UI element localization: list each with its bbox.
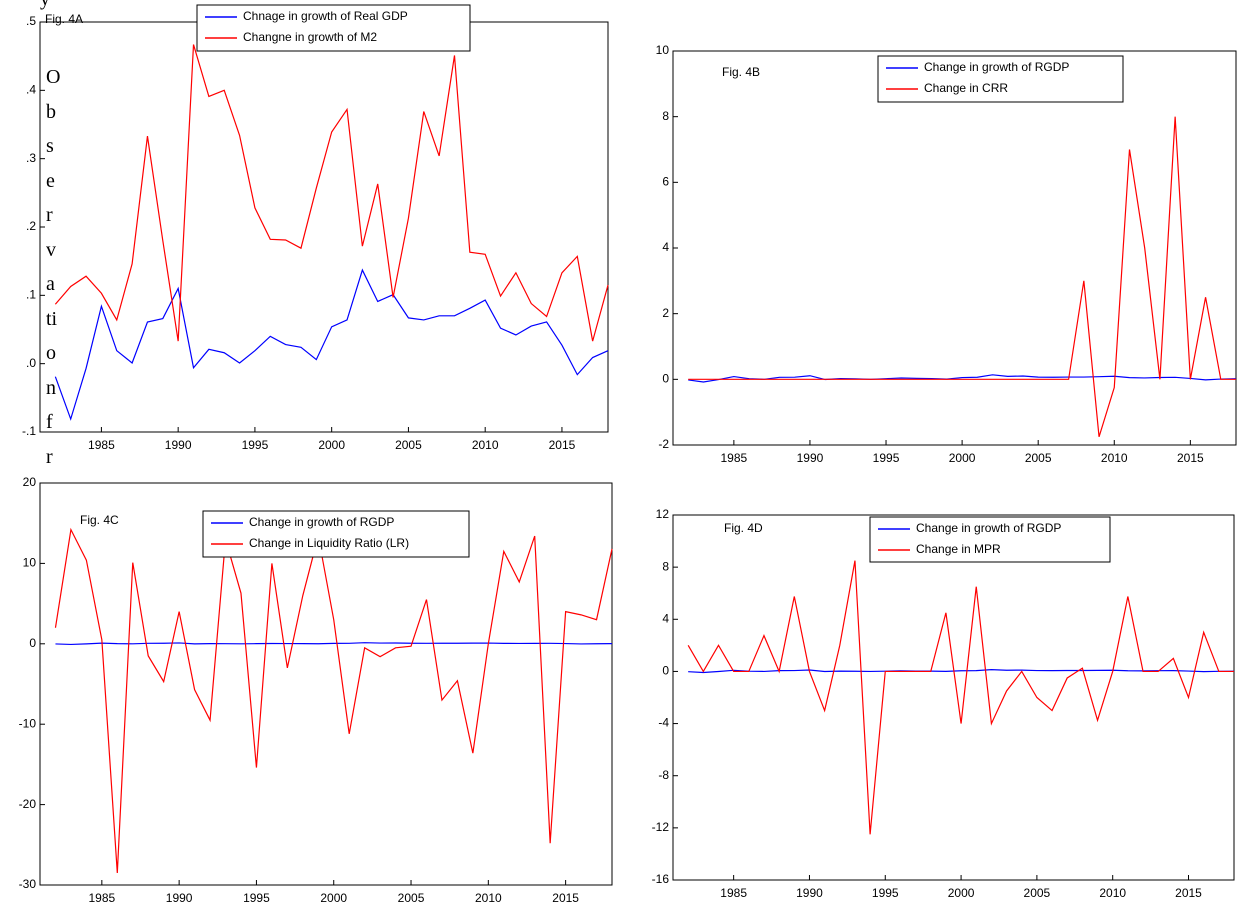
- x-tick-label: 2010: [1099, 886, 1126, 900]
- y-tick-label: -8: [658, 768, 669, 782]
- y-tick-label: -2: [658, 437, 669, 451]
- plot-frame: [672, 514, 1235, 881]
- y-tick-label: -30: [19, 877, 37, 891]
- plot-frame: [39, 21, 609, 433]
- y-tick-label: .4: [26, 83, 36, 97]
- x-tick-label: 1990: [797, 451, 824, 465]
- legend-label: Change in growth of RGDP: [924, 60, 1069, 74]
- y-tick-label: -4: [658, 716, 669, 730]
- y-tick-label: 4: [662, 240, 669, 254]
- legend-label: Chnage in growth of Real GDP: [243, 9, 408, 23]
- top-fragment: y: [40, 0, 50, 11]
- figure-label: Fig. 4D: [724, 521, 763, 535]
- legend-box: [869, 516, 1111, 563]
- y-tick-label: -16: [652, 872, 670, 886]
- y-tick-label: .2: [26, 219, 36, 233]
- x-tick-label: 1995: [873, 451, 900, 465]
- series-line: [54, 268, 609, 421]
- legend-box: [877, 55, 1124, 103]
- series-line: [54, 527, 613, 873]
- x-tick-label: 2015: [552, 891, 579, 905]
- margin-text: Observation fr: [46, 66, 61, 468]
- y-tick-label: 10: [23, 556, 37, 570]
- x-tick-label: 1995: [243, 891, 270, 905]
- x-tick-label: 2000: [949, 451, 976, 465]
- x-tick-label: 2015: [1177, 451, 1204, 465]
- y-tick-label: 10: [656, 43, 670, 57]
- x-tick-label: 2015: [1175, 886, 1202, 900]
- x-tick-label: 2010: [475, 891, 502, 905]
- x-tick-label: 2000: [320, 891, 347, 905]
- x-tick-label: 1995: [872, 886, 899, 900]
- x-tick-label: 1990: [166, 891, 193, 905]
- y-tick-label: 8: [662, 559, 669, 573]
- figure-label: Fig. 4C: [80, 513, 119, 527]
- series-line: [688, 374, 1237, 383]
- y-tick-label: .1: [26, 288, 36, 302]
- legend-label: Changne in growth of M2: [243, 30, 377, 44]
- x-tick-label: 2015: [549, 438, 576, 452]
- figure-label: Fig. 4B: [722, 65, 760, 79]
- x-tick-label: 1985: [720, 886, 747, 900]
- x-tick-label: 2010: [472, 438, 499, 452]
- y-tick-label: -12: [652, 820, 670, 834]
- y-tick-label: -20: [19, 797, 37, 811]
- x-tick-label: 2010: [1101, 451, 1128, 465]
- y-tick-label: 20: [23, 475, 37, 489]
- x-tick-label: 1995: [242, 438, 269, 452]
- y-tick-label: 2: [662, 306, 669, 320]
- series-line: [687, 560, 1234, 835]
- y-tick-label: 0: [662, 372, 669, 386]
- legend-box: [202, 510, 470, 558]
- x-tick-label: 1990: [796, 886, 823, 900]
- y-tick-label: 0: [29, 636, 36, 650]
- x-tick-label: 2005: [1024, 886, 1051, 900]
- x-tick-label: 1985: [721, 451, 748, 465]
- series-line: [688, 116, 1236, 437]
- y-tick-label: .3: [26, 151, 36, 165]
- x-tick-label: 2005: [395, 438, 422, 452]
- plot-frame: [39, 482, 613, 886]
- y-tick-label: 6: [662, 175, 669, 189]
- legend-label: Change in growth of RGDP: [249, 515, 394, 529]
- y-tick-label: 8: [662, 109, 669, 123]
- y-tick-label: .5: [26, 14, 36, 28]
- y-tick-label: -.1: [22, 424, 36, 438]
- legend-label: Change in Liquidity Ratio (LR): [249, 536, 409, 550]
- x-tick-label: 1985: [88, 891, 115, 905]
- plot-frame: [672, 50, 1237, 446]
- legend-label: Change in growth of RGDP: [916, 521, 1061, 535]
- x-tick-label: 2005: [1025, 451, 1052, 465]
- legend-box: [196, 4, 471, 52]
- x-tick-label: 2000: [948, 886, 975, 900]
- y-tick-label: 0: [662, 664, 669, 678]
- legend-label: Change in MPR: [916, 542, 1001, 556]
- y-tick-label: -10: [19, 716, 37, 730]
- y-tick-label: .0: [26, 356, 36, 370]
- y-tick-label: 12: [656, 507, 670, 521]
- x-tick-label: 1985: [88, 438, 115, 452]
- series-line: [55, 642, 613, 646]
- x-tick-label: 2005: [398, 891, 425, 905]
- legend-label: Change in CRR: [924, 81, 1008, 95]
- figure-label: Fig. 4A: [45, 12, 83, 26]
- x-tick-label: 1990: [165, 438, 192, 452]
- series-line: [54, 44, 609, 342]
- x-tick-label: 2000: [318, 438, 345, 452]
- y-tick-label: 4: [662, 611, 669, 625]
